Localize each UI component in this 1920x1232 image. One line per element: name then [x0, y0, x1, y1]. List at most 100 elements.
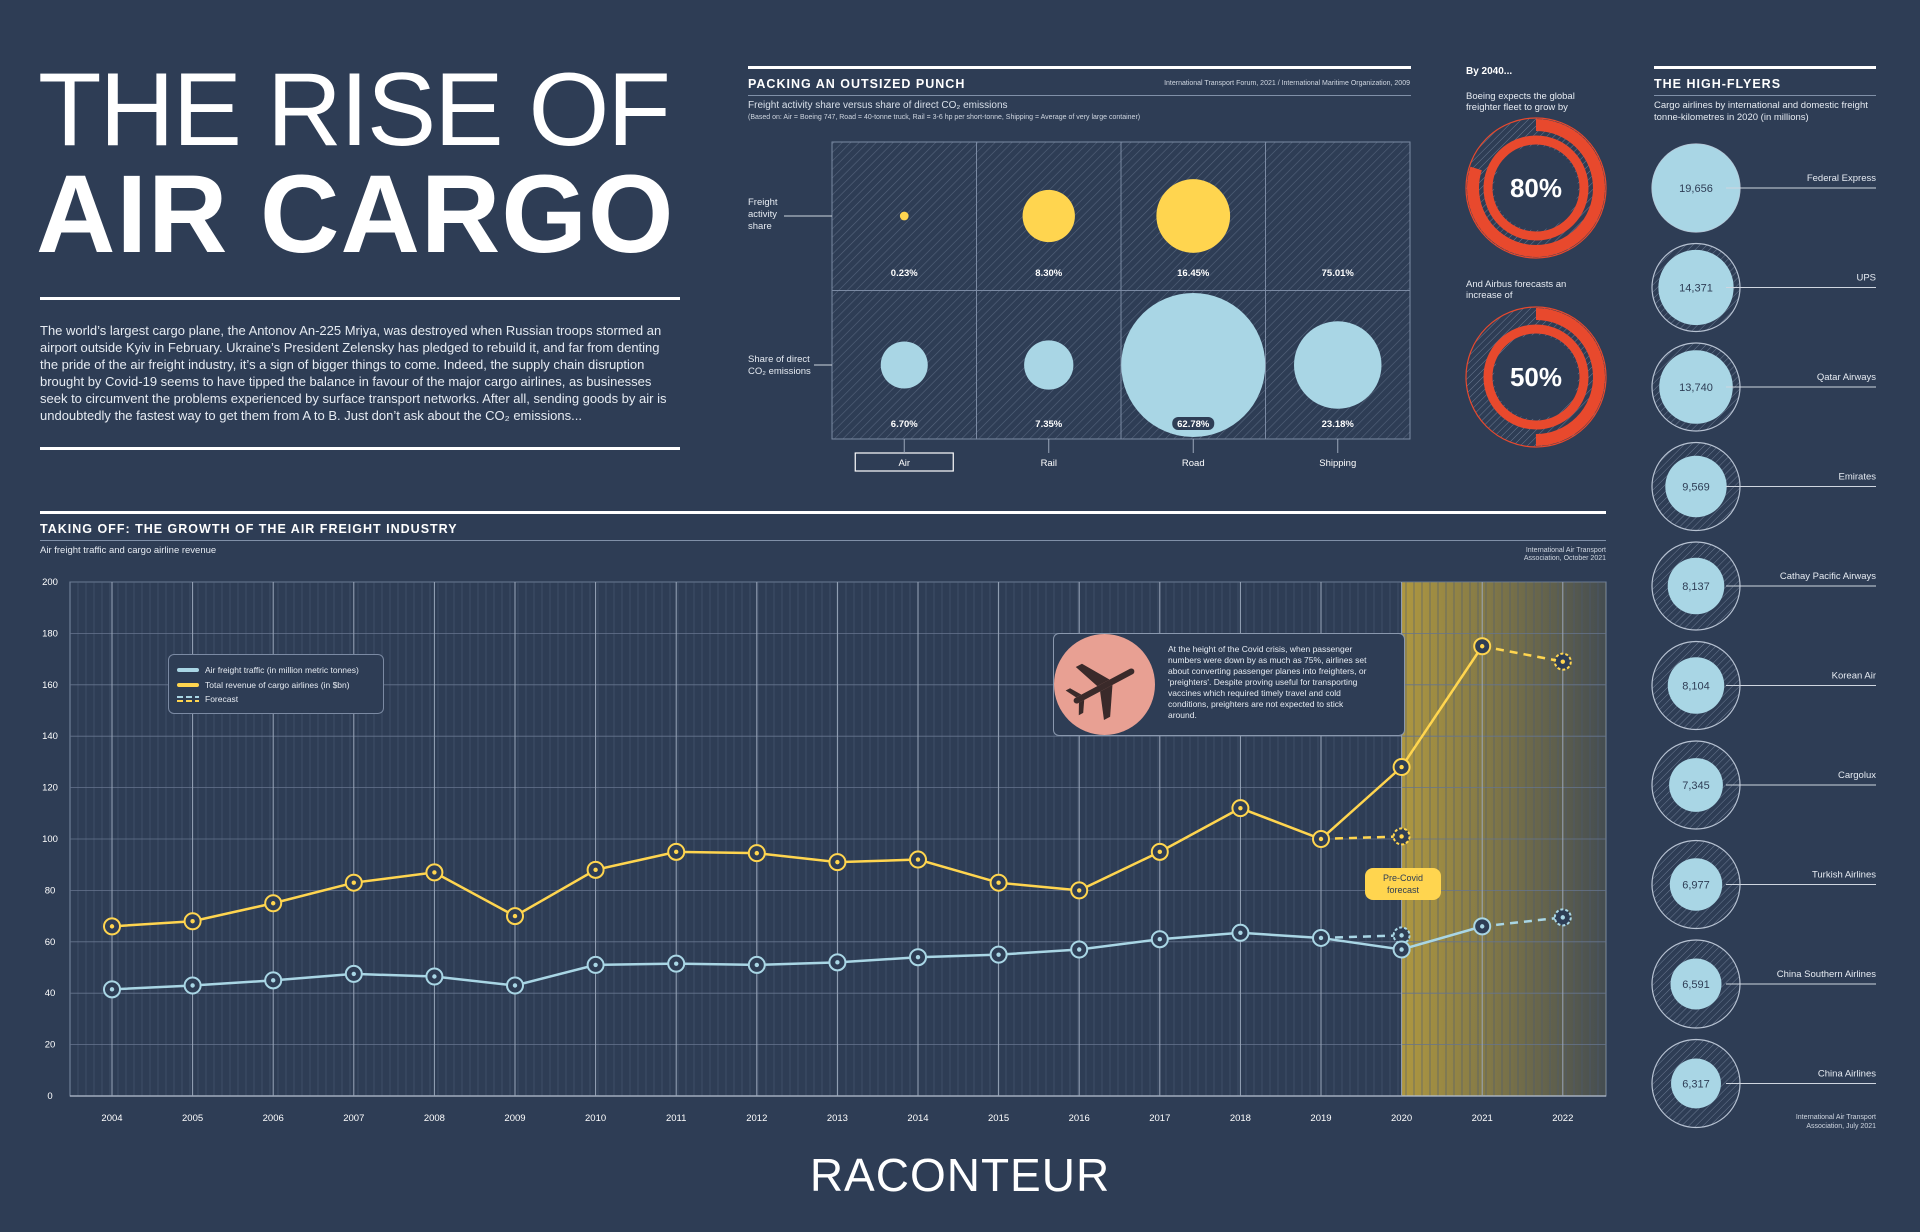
- highflyers-subtitle-line: Cargo airlines by international and dome…: [1654, 100, 1868, 111]
- growth-title: TAKING OFF: THE GROWTH OF THE AIR FREIGH…: [40, 522, 458, 536]
- page-title-line1: THE RISE OF: [38, 52, 671, 168]
- bubble-value-label: 75.01%: [1322, 268, 1355, 279]
- flyer-name: China Airlines: [1818, 1069, 1876, 1080]
- x-tick-label: 2013: [827, 1113, 848, 1124]
- data-point-dot: [754, 850, 759, 856]
- series-line: [111, 925, 1483, 991]
- highflyers-subtitle: Cargo airlines by international and dome…: [1654, 100, 1868, 124]
- flyer-bubble: [1667, 557, 1725, 615]
- data-point-dot: [1157, 849, 1163, 855]
- data-point-dot: [432, 870, 437, 875]
- bubble-grid: 0.23% 8.30% 16.45% 75.01% 6.70% 7.35% 62.78% 23…: [784, 141, 1411, 472]
- x-tick-label: 2015: [988, 1113, 1009, 1124]
- data-point-dot: [593, 867, 598, 873]
- donut-outline: [1465, 117, 1607, 259]
- bubble-shipping-emissions: [1294, 321, 1382, 409]
- highflyers-source-line: Association, July 2021: [1806, 1123, 1876, 1130]
- data-point-dot: [109, 987, 115, 992]
- y-tick-label: 180: [42, 628, 58, 639]
- flyer-value: 8,104: [1682, 681, 1710, 693]
- plane-photo: [1054, 634, 1155, 735]
- bubble-value-label: 23.18%: [1322, 419, 1355, 430]
- flyer-name: Federal Express: [1807, 173, 1876, 184]
- row-label-activity-line: share: [748, 221, 772, 232]
- plane-icon: [1065, 663, 1135, 720]
- bubble-value-label: 6.70%: [891, 419, 918, 430]
- covid-callout: At the height of the Covid crisis, when …: [1053, 633, 1405, 736]
- x-tick-label: 2010: [585, 1113, 606, 1124]
- highflyers-divider: [1654, 66, 1876, 69]
- data-point-dot: [1318, 836, 1324, 842]
- row-label-emissions-line: CO₂ emissions: [748, 366, 811, 377]
- flyer-bubble: [1670, 958, 1722, 1010]
- donut-hole: [1494, 146, 1578, 230]
- flyer-bubble: [1669, 858, 1723, 911]
- data-point-dot: [1480, 644, 1485, 649]
- data-point-dot: [1560, 915, 1566, 920]
- y-tick-label: 120: [42, 783, 58, 794]
- growth-divider: [40, 511, 1606, 514]
- donut-value: 50%: [1510, 362, 1562, 392]
- y-tick-label: 80: [45, 885, 56, 896]
- highflyers-source: International Air Transport Association,…: [1730, 1113, 1876, 1131]
- donut-value: 80%: [1510, 173, 1562, 203]
- donut-outline: [1465, 306, 1607, 448]
- data-point-dot: [835, 859, 840, 865]
- airbus-caption-line: increase of: [1466, 290, 1513, 301]
- punch-rule: [748, 95, 1411, 96]
- legend-label-forecast: Forecast: [205, 694, 239, 704]
- bubble-road-emissions: [1121, 293, 1266, 437]
- highflyers-list: 19,656 Federal Express 14,371 UPS 13,740 Qata…: [1651, 143, 1876, 1129]
- x-tick-label: 2004: [101, 1113, 122, 1124]
- data-point-dot: [1480, 924, 1485, 929]
- y-tick-label: 200: [42, 577, 58, 588]
- chart-legend: Air freight traffic (in million metric t…: [168, 654, 384, 714]
- legend-label-traffic: Air freight traffic (in million metric t…: [205, 665, 359, 675]
- highflyers-subtitle-line: tonne-kilometres in 2020 (in millions): [1654, 112, 1809, 123]
- legend-item-traffic: Air freight traffic (in million metric t…: [177, 665, 359, 675]
- legend-swatch-revenue: [177, 683, 199, 687]
- airbus-caption-line: And Airbus forecasts an: [1466, 279, 1567, 290]
- highflyers-source-line: International Air Transport: [1795, 1114, 1876, 1121]
- punch-title: PACKING AN OUTSIZED PUNCH: [748, 77, 966, 91]
- boeing-caption-line: freighter fleet to grow by: [1466, 102, 1568, 113]
- data-point-dot: [996, 952, 1001, 957]
- bubble-air-emissions: [880, 341, 928, 389]
- bubble-value-label: 0.23%: [891, 268, 918, 279]
- punch-divider: [748, 66, 1411, 69]
- x-tick-label: 2017: [1149, 1113, 1170, 1124]
- intro-divider: [40, 447, 680, 450]
- flyer-bubble: [1652, 144, 1740, 232]
- flyer-name: Cargolux: [1838, 770, 1876, 781]
- callout-text: At the height of the Covid crisis, when …: [1168, 644, 1367, 720]
- row-label-activity-line: activity: [748, 209, 778, 220]
- data-point-dot: [351, 880, 356, 885]
- growth-source-line: International Air Transport: [1525, 547, 1606, 554]
- raconteur-logo: RACONTEUR: [809, 1149, 1111, 1201]
- data-point-dot: [512, 983, 518, 988]
- y-tick-label: 100: [42, 834, 58, 845]
- row-label-emissions-line: Share of direct: [748, 354, 810, 365]
- x-tick-label: 2012: [746, 1113, 767, 1124]
- data-point-dot: [1077, 947, 1082, 952]
- category-label: Shipping: [1319, 458, 1356, 469]
- bubble-air-activity: [899, 211, 909, 221]
- flyer-value: 8,137: [1682, 581, 1710, 593]
- highflyers-title: THE HIGH-FLYERS: [1654, 77, 1782, 91]
- bubble-value-label: 62.78%: [1177, 419, 1210, 430]
- y-tick-label: 140: [42, 731, 58, 742]
- donut-progress-arc: [1467, 119, 1605, 257]
- x-tick-label: 2020: [1391, 1113, 1412, 1124]
- bubble-rail-activity: [1022, 189, 1075, 243]
- growth-source: International Air Transport Association,…: [1450, 547, 1606, 563]
- data-point-dot: [351, 971, 356, 977]
- x-tick-label: 2019: [1310, 1113, 1331, 1124]
- precovid-label-line: Pre-Covid: [1382, 873, 1423, 883]
- data-point-dot: [674, 961, 679, 966]
- x-tick-label: 2005: [182, 1113, 203, 1124]
- punch-note: (Based on: Air = Boeing 747, Road = 40-t…: [748, 114, 1141, 121]
- value-pill: [1172, 417, 1215, 430]
- x-tick-label: 2022: [1552, 1113, 1573, 1124]
- row-label-activity: Freight activity share: [748, 197, 778, 233]
- precovid-label: Pre-Covid forecast: [1365, 868, 1441, 900]
